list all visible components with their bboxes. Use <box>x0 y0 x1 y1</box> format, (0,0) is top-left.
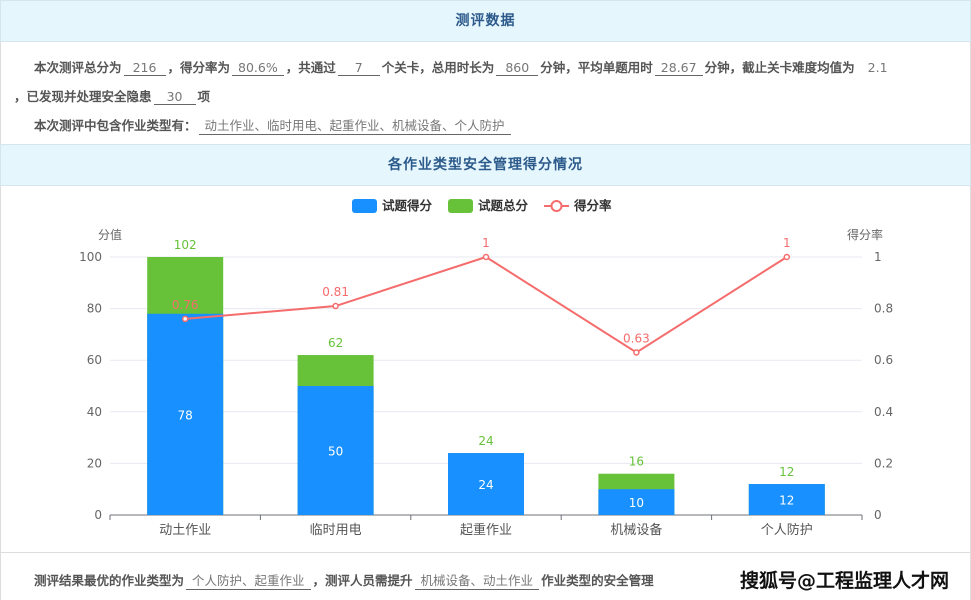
total-label: 62 <box>328 336 343 350</box>
y-right-tick-label: 1 <box>874 250 882 264</box>
section-header-chart: 各作业类型安全管理得分情况 <box>0 144 971 186</box>
score-label: 10 <box>629 496 644 510</box>
rate-point <box>783 253 791 261</box>
avg-time: 28.67 <box>654 60 703 76</box>
rate-label: 0.81 <box>322 285 349 299</box>
y-axis-title: 分值 <box>98 227 122 242</box>
x-tick-label: 个人防护 <box>761 522 813 538</box>
y-right-tick-label: 0.4 <box>874 405 893 419</box>
y-right-axis-title: 得分率 <box>847 227 883 242</box>
y-right-tick-label: 0.6 <box>874 353 893 367</box>
total-label: 102 <box>174 238 197 252</box>
legend-label: 试题得分 <box>382 198 433 213</box>
total-label: 24 <box>478 434 493 448</box>
score-label: 78 <box>178 408 193 422</box>
section-title: 各作业类型安全管理得分情况 <box>388 157 583 173</box>
y-tick-label: 20 <box>87 456 102 470</box>
y-tick-label: 0 <box>94 508 102 522</box>
legend-swatch <box>448 199 473 213</box>
total-score: 216 <box>123 60 166 76</box>
rate-line <box>185 255 788 354</box>
bar-score <box>448 453 524 515</box>
x-tick-label: 起重作业 <box>460 522 512 538</box>
work-types: 动土作业、临时用电、起重作业、机械设备、个人防护 <box>198 115 511 135</box>
bar-score <box>598 489 675 515</box>
y-tick-label: 80 <box>87 302 102 316</box>
score-label: 24 <box>478 478 493 492</box>
bar-score <box>147 313 224 515</box>
y-tick-label: 40 <box>87 405 102 419</box>
rate-point <box>181 315 189 323</box>
rate-label: 1 <box>783 236 791 250</box>
y-right-tick-label: 0.2 <box>874 456 893 470</box>
score-chart: 02040608010000.20.40.60.81分值 得分率动土作业 临时用电起… <box>79 198 893 538</box>
rate-label: 1 <box>482 236 490 250</box>
legend-label: 试题总分 <box>478 198 529 213</box>
best-types: 个人防护、起重作业 <box>186 570 311 590</box>
levels-count: 7 <box>337 60 380 76</box>
summary-line-2: ，已发现并处理安全隐患 30 项 <box>14 89 211 105</box>
summary-line-1: 本次测评总分为 216 ，得分率为 80.6% ，共通过 7 个关卡，总用时长为 860 分钟，… <box>34 57 901 76</box>
legend-label: 得分率 <box>573 198 612 213</box>
score-rate: 80.6% <box>232 60 284 76</box>
bar-score <box>748 484 825 515</box>
duration: 860 <box>496 60 539 76</box>
watermark: 搜狐号@工程监理人才网 <box>739 570 949 592</box>
section-header-evaluation-data: 测评数据 <box>0 0 971 42</box>
x-tick-label: 机械设备 <box>610 522 662 538</box>
x-tick-label: 临时用电 <box>310 523 362 538</box>
rate-point <box>332 302 339 310</box>
y-tick-label: 60 <box>87 353 102 367</box>
x-tick-label: 动土作业 <box>159 523 211 538</box>
total-label: 16 <box>629 455 644 469</box>
improve-types: 机械设备、动土作业 <box>414 570 540 590</box>
score-label: 50 <box>328 445 343 459</box>
footer-conclusion: 测评结果最优的作业类型为 个人防护、起重作业 ，测评人员需提升 机械设备、动土作业 作业… <box>34 570 654 590</box>
bar-score <box>297 386 374 515</box>
types-line: 本次测评中包含作业类型有： 动土作业、临时用电、起重作业、机械设备、个人防护 <box>34 115 513 135</box>
y-tick-label: 100 <box>79 250 102 264</box>
rate-point <box>482 253 490 261</box>
y-right-tick-label: 0.8 <box>874 302 893 316</box>
legend-marker <box>550 200 563 212</box>
rate-label: 0.63 <box>623 331 650 345</box>
total-label: 12 <box>779 465 794 479</box>
legend-swatch <box>352 199 377 213</box>
hazards-count: 30 <box>153 89 196 105</box>
y-right-tick-label: 0 <box>874 508 882 522</box>
difficulty: 2.1 <box>867 60 888 75</box>
section-title: 测评数据 <box>455 13 516 29</box>
score-label: 12 <box>779 494 794 508</box>
rate-point <box>633 349 640 356</box>
rate-label: 0.76 <box>172 298 199 312</box>
